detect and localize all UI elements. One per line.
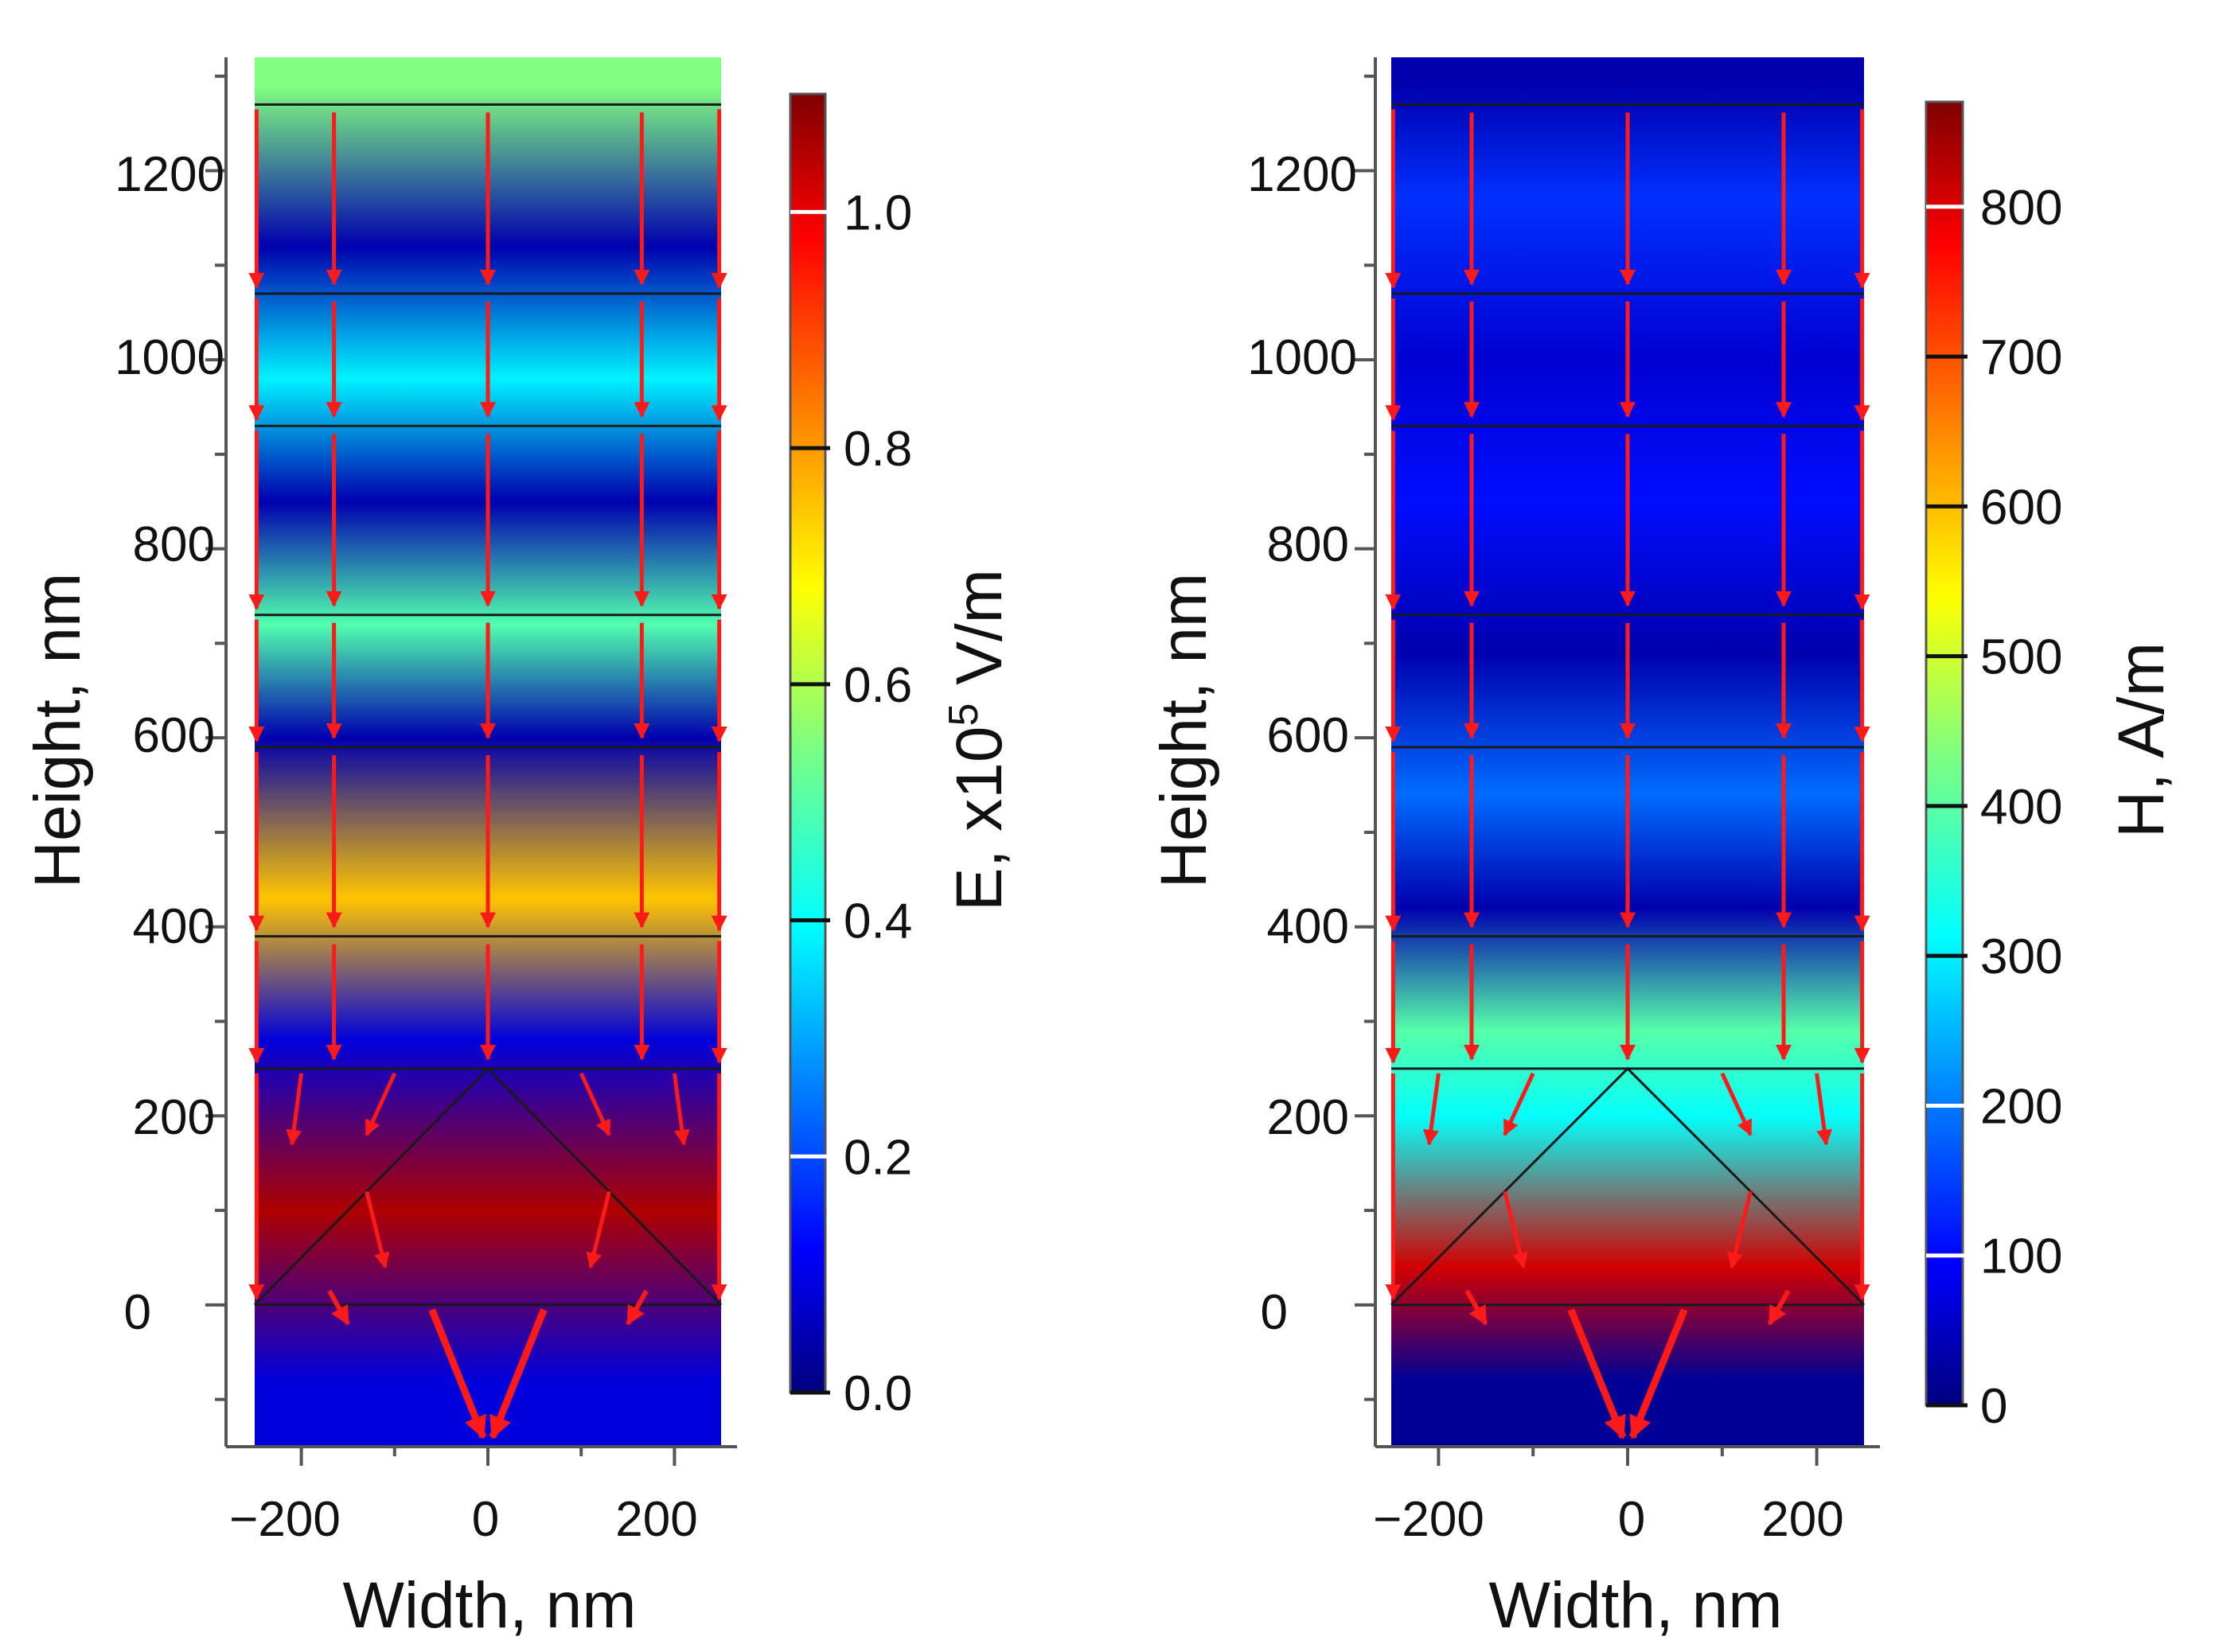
magnetic-field-colorbar: 0 100 200 300 400 500 600 700 800 H, A/m [1925, 100, 2178, 1434]
h-colorbar-title: H, A/m [2105, 642, 2178, 838]
h-y-tick-label: 200 [1267, 1090, 1349, 1145]
h-y-tick-label: 1000 [1247, 330, 1357, 385]
electric-field-plot-area [205, 57, 737, 1466]
h-x-tick-label: −200 [1373, 1492, 1484, 1547]
h-x-tick-label: 0 [1618, 1492, 1645, 1547]
h-x-ticks: −200 0 200 [1373, 1492, 1844, 1547]
h-pyramid-arrow [1503, 1072, 1535, 1136]
h-colorbar-tick-label: 300 [1980, 929, 2062, 984]
e-colorbar-title-suffix: V/m [943, 569, 1016, 703]
electric-field-colorbar: 0.0 0.2 0.4 0.6 0.8 1.0 E, x105 V/m [789, 92, 1016, 1421]
electric-field-panel: Width, nm Height, nm −200 0 200 0 200 40… [21, 57, 1016, 1642]
e-field-map [255, 57, 721, 1447]
h-field-map [1391, 57, 1864, 1447]
e-colorbar-tick-label: 0.0 [844, 1366, 912, 1421]
e-x-tick-label: 0 [472, 1492, 499, 1547]
h-colorbar-tick-label: 800 [1980, 181, 2062, 236]
h-pyramid-arrow [1720, 1072, 1753, 1136]
e-colorbar-title-prefix: E, x10 [943, 727, 1016, 911]
e-y-axis-title: Height, nm [21, 573, 94, 889]
e-pyramid-arrow [365, 1190, 390, 1269]
h-y-tick-label: 800 [1267, 517, 1349, 572]
h-y-axis-title: Height, nm [1148, 573, 1220, 889]
e-substrate-arrow [489, 1308, 548, 1440]
e-y-tick-label: 1000 [115, 330, 224, 385]
h-colorbar-tick-label: 500 [1980, 630, 2062, 685]
e-y-tick-label: 1200 [115, 147, 224, 202]
e-colorbar-tick-label: 1.0 [844, 185, 912, 240]
e-pyramid-arrow [672, 1073, 690, 1146]
e-y-tick-label: 400 [133, 899, 215, 954]
h-base-arrow [1464, 1289, 1488, 1326]
h-colorbar-tick-label: 200 [1980, 1079, 2062, 1134]
h-y-tick-label: 0 [1261, 1285, 1288, 1340]
e-colorbar-tick-label: 0.4 [844, 894, 912, 949]
h-y-tick-label: 600 [1267, 708, 1349, 763]
e-colorbar-tick-label: 0.6 [844, 658, 912, 713]
e-pyramid-arrow [286, 1073, 304, 1146]
h-colorbar-tick-label: 0 [1980, 1379, 2007, 1434]
h-pyramid-outline [1390, 1066, 1866, 1306]
e-colorbar-gradient [789, 92, 827, 1394]
e-substrate-arrow [428, 1308, 487, 1440]
h-colorbar-title-text: H, A/m [2105, 642, 2178, 838]
h-pyramid-arrow [1503, 1190, 1528, 1269]
e-base-arrow [626, 1289, 649, 1326]
h-pyramid-arrow [1815, 1073, 1833, 1146]
h-colorbar-tick-label: 700 [1980, 330, 2062, 385]
h-pyramid-arrow [1422, 1073, 1441, 1146]
e-colorbar-title-sup: 5 [941, 703, 987, 727]
e-y-tick-label: 0 [124, 1285, 151, 1340]
h-x-axis-title: Width, nm [1488, 1569, 1782, 1642]
e-colorbar-tick-label: 0.2 [844, 1130, 912, 1185]
magnetic-field-plot-area [1355, 57, 1880, 1466]
h-y-tick-label: 400 [1267, 899, 1349, 954]
e-y-tick-label: 200 [133, 1090, 215, 1145]
e-pyramid-arrow [586, 1190, 611, 1269]
h-base-arrow [1767, 1289, 1791, 1326]
h-y-tick-label: 1200 [1247, 147, 1357, 202]
e-pyramid-arrow [579, 1072, 611, 1136]
e-x-axis-title: Width, nm [342, 1569, 636, 1642]
h-colorbar-gradient [1925, 100, 1964, 1407]
magnetic-field-panel: Width, nm Height, nm −200 0 200 0 200 40… [1148, 57, 2178, 1642]
e-pyramid-arrow [365, 1072, 397, 1136]
h-y-ticks: 0 200 400 600 800 1000 1200 [1247, 147, 1357, 1340]
e-colorbar-title: E, x105 V/m [941, 569, 1016, 911]
e-pyramid-outline [253, 1066, 723, 1306]
e-colorbar-ticks: 0.0 0.2 0.4 0.6 0.8 1.0 [790, 185, 912, 1421]
h-colorbar-tick-label: 600 [1980, 480, 2062, 535]
e-colorbar-tick-label: 0.8 [844, 422, 912, 477]
e-x-tick-label: 200 [615, 1492, 697, 1547]
h-x-tick-label: 200 [1761, 1492, 1843, 1547]
e-x-tick-label: −200 [229, 1492, 341, 1547]
h-colorbar-tick-label: 400 [1980, 780, 2062, 835]
e-x-ticks: −200 0 200 [229, 1492, 698, 1547]
h-colorbar-ticks: 0 100 200 300 400 500 600 700 800 [1926, 181, 2062, 1434]
h-colorbar-tick-label: 100 [1980, 1229, 2062, 1284]
e-y-tick-label: 600 [133, 708, 215, 763]
h-substrate-arrow [1567, 1308, 1627, 1440]
h-pyramid-arrow [1727, 1190, 1753, 1269]
e-base-arrow [327, 1289, 350, 1326]
e-y-tick-label: 800 [133, 517, 215, 572]
h-substrate-arrow [1628, 1308, 1688, 1440]
e-y-ticks: 0 200 400 600 800 1000 1200 [115, 147, 224, 1340]
